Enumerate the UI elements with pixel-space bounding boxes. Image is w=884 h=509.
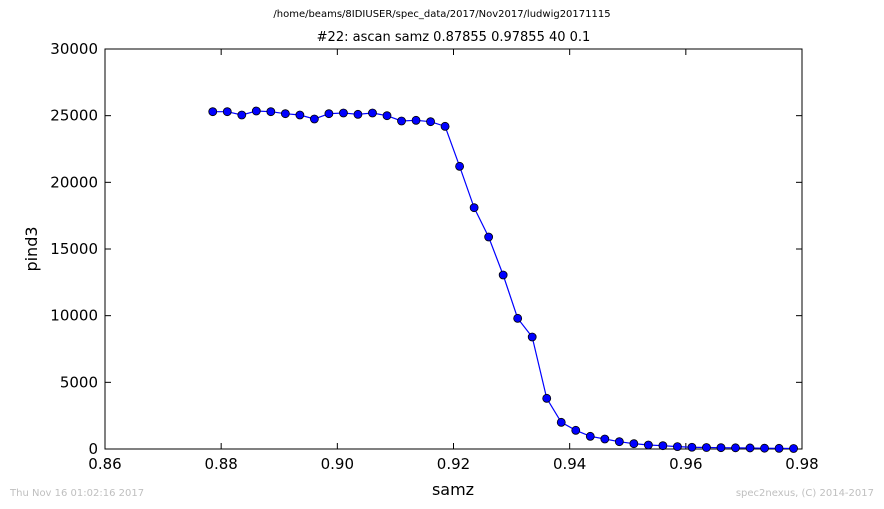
data-point <box>251 106 261 116</box>
data-point <box>542 393 552 403</box>
data-point <box>760 443 769 453</box>
x-tick-label: 0.94 <box>553 455 586 473</box>
data-point <box>440 121 450 131</box>
data-point <box>527 332 537 342</box>
file-path-title: /home/beams/8IDIUSER/spec_data/2017/Nov2… <box>273 9 611 20</box>
data-point <box>397 116 406 126</box>
data-point <box>237 110 247 120</box>
data-point <box>280 109 290 119</box>
x-tick-label: 0.86 <box>88 455 121 473</box>
data-point <box>455 161 464 171</box>
data-point <box>222 107 232 117</box>
data-point <box>745 443 755 453</box>
data-point <box>484 232 494 242</box>
data-point <box>498 270 508 280</box>
data-point <box>208 107 218 117</box>
x-tick-label: 0.98 <box>785 455 818 473</box>
y-axis-ticks: 0 5000 10000 15000 20000 25000 30000 <box>50 40 802 458</box>
data-point <box>789 444 798 453</box>
data-point <box>266 107 276 117</box>
data-point <box>585 431 595 441</box>
y-tick-label: 0 <box>88 440 98 458</box>
series-line <box>212 110 794 450</box>
data-point <box>702 443 711 452</box>
data-point <box>774 443 784 453</box>
y-tick-label: 5000 <box>60 373 98 391</box>
data-point <box>614 437 624 447</box>
data-point <box>571 425 581 435</box>
data-point <box>643 440 653 450</box>
data-point <box>556 417 566 427</box>
data-point <box>731 443 740 453</box>
x-tick-label: 0.96 <box>669 455 702 473</box>
x-axis-ticks: 0.86 0.88 0.90 0.92 0.94 0.96 0.98 <box>88 49 819 473</box>
series-points <box>208 106 798 453</box>
data-point <box>469 203 479 213</box>
data-point <box>658 441 668 451</box>
data-point <box>324 109 334 119</box>
chart-title: #22: ascan samz 0.87855 0.97855 40 0.1 <box>316 30 591 45</box>
data-point <box>309 114 319 124</box>
y-tick-label: 30000 <box>50 40 98 58</box>
data-point <box>353 109 363 119</box>
data-point <box>629 439 639 449</box>
data-point <box>382 111 392 121</box>
x-tick-label: 0.90 <box>321 455 354 473</box>
data-point <box>295 110 305 120</box>
data-point <box>716 443 726 453</box>
data-point <box>673 442 682 452</box>
footer-credit: spec2nexus, (C) 2014-2017 <box>735 488 874 499</box>
y-tick-label: 25000 <box>50 107 98 125</box>
data-point <box>513 313 523 323</box>
data-point <box>426 117 435 127</box>
y-axis-label: pind3 <box>22 226 41 271</box>
data-point <box>600 434 610 444</box>
data-point <box>687 442 697 452</box>
data-point <box>339 108 348 118</box>
y-tick-label: 15000 <box>50 240 98 258</box>
x-tick-label: 0.92 <box>437 455 470 473</box>
data-point <box>411 115 421 125</box>
y-tick-label: 10000 <box>50 307 98 325</box>
y-tick-label: 20000 <box>50 173 98 191</box>
data-point <box>368 108 377 118</box>
x-tick-label: 0.88 <box>204 455 237 473</box>
footer-timestamp: Thu Nov 16 01:02:16 2017 <box>10 488 145 499</box>
x-axis-label: samz <box>432 480 474 499</box>
